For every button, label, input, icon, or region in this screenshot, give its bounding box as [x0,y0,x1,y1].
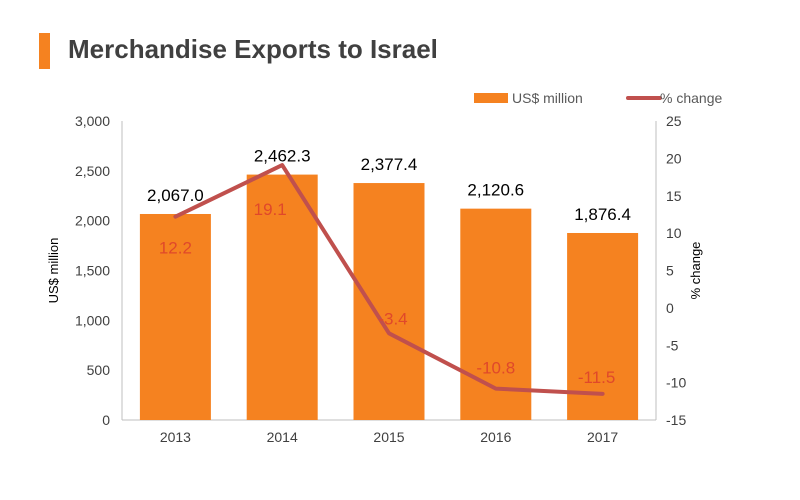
y-tick-label: 500 [87,362,111,378]
y2-tick-label: -15 [666,412,686,428]
x-tick-label: 2015 [373,429,404,445]
y-axis-title: US$ million [46,238,61,304]
legend-bar-label: US$ million [512,90,583,106]
y2-tick-label: 0 [666,300,674,316]
data-labels: 2,067.0 2,462.3 2,377.4 2,120.6 1,876.4 12.2 1… [147,147,631,387]
bar-value-label: 2,067.0 [147,186,204,205]
line-value-label: -10.8 [476,359,515,378]
line-value-label: -11.5 [578,368,616,387]
bar-value-label: 2,462.3 [254,147,311,166]
bar-value-label: 2,377.4 [361,155,418,174]
legend: US$ million % change [474,90,722,106]
y2-tick-label: 5 [666,263,674,279]
y-tick-label: 1,500 [75,263,110,279]
legend-line-label: % change [660,90,722,106]
bar-2013 [139,213,211,420]
line-value-label: -3.4 [378,309,407,328]
x-tick-label: 2016 [480,429,511,445]
legend-bar-swatch [474,93,508,103]
line-series [173,163,605,396]
y2-tick-label: 10 [666,225,682,241]
line-value-label: 12.2 [159,239,192,258]
y2-axis-title: % change [688,242,703,300]
y2-tick-label: 25 [666,113,682,129]
y2-tick-label: -10 [666,375,686,391]
y2-tick-label: -5 [666,337,679,353]
chart-title: Merchandise Exports to Israel [68,34,438,64]
pct-change-line [173,163,605,396]
y-tick-label: 1,000 [75,312,110,328]
bar-value-label: 2,120.6 [467,181,524,200]
y-tick-label: 2,000 [75,213,110,229]
bar-series [139,174,639,420]
y-tick-label: 2,500 [75,163,110,179]
bar-value-label: 1,876.4 [574,205,631,224]
x-tick-label: 2017 [587,429,618,445]
y-tick-label: 0 [102,412,110,428]
bar-2016 [460,208,532,420]
y2-tick-label: 20 [666,150,682,166]
axes: 0 500 1,000 1,500 2,000 2,500 3,000 -15 -10 -5 0 5 1… [46,113,703,445]
title-accent-bar [39,33,50,69]
line-value-label: 19.1 [254,200,287,219]
bar-2017 [567,232,639,420]
x-tick-label: 2014 [267,429,298,445]
y-tick-label: 3,000 [75,113,110,129]
y2-tick-label: 15 [666,188,682,204]
bar-2015 [353,183,425,420]
x-tick-label: 2013 [160,429,191,445]
bar-2014 [246,174,318,420]
